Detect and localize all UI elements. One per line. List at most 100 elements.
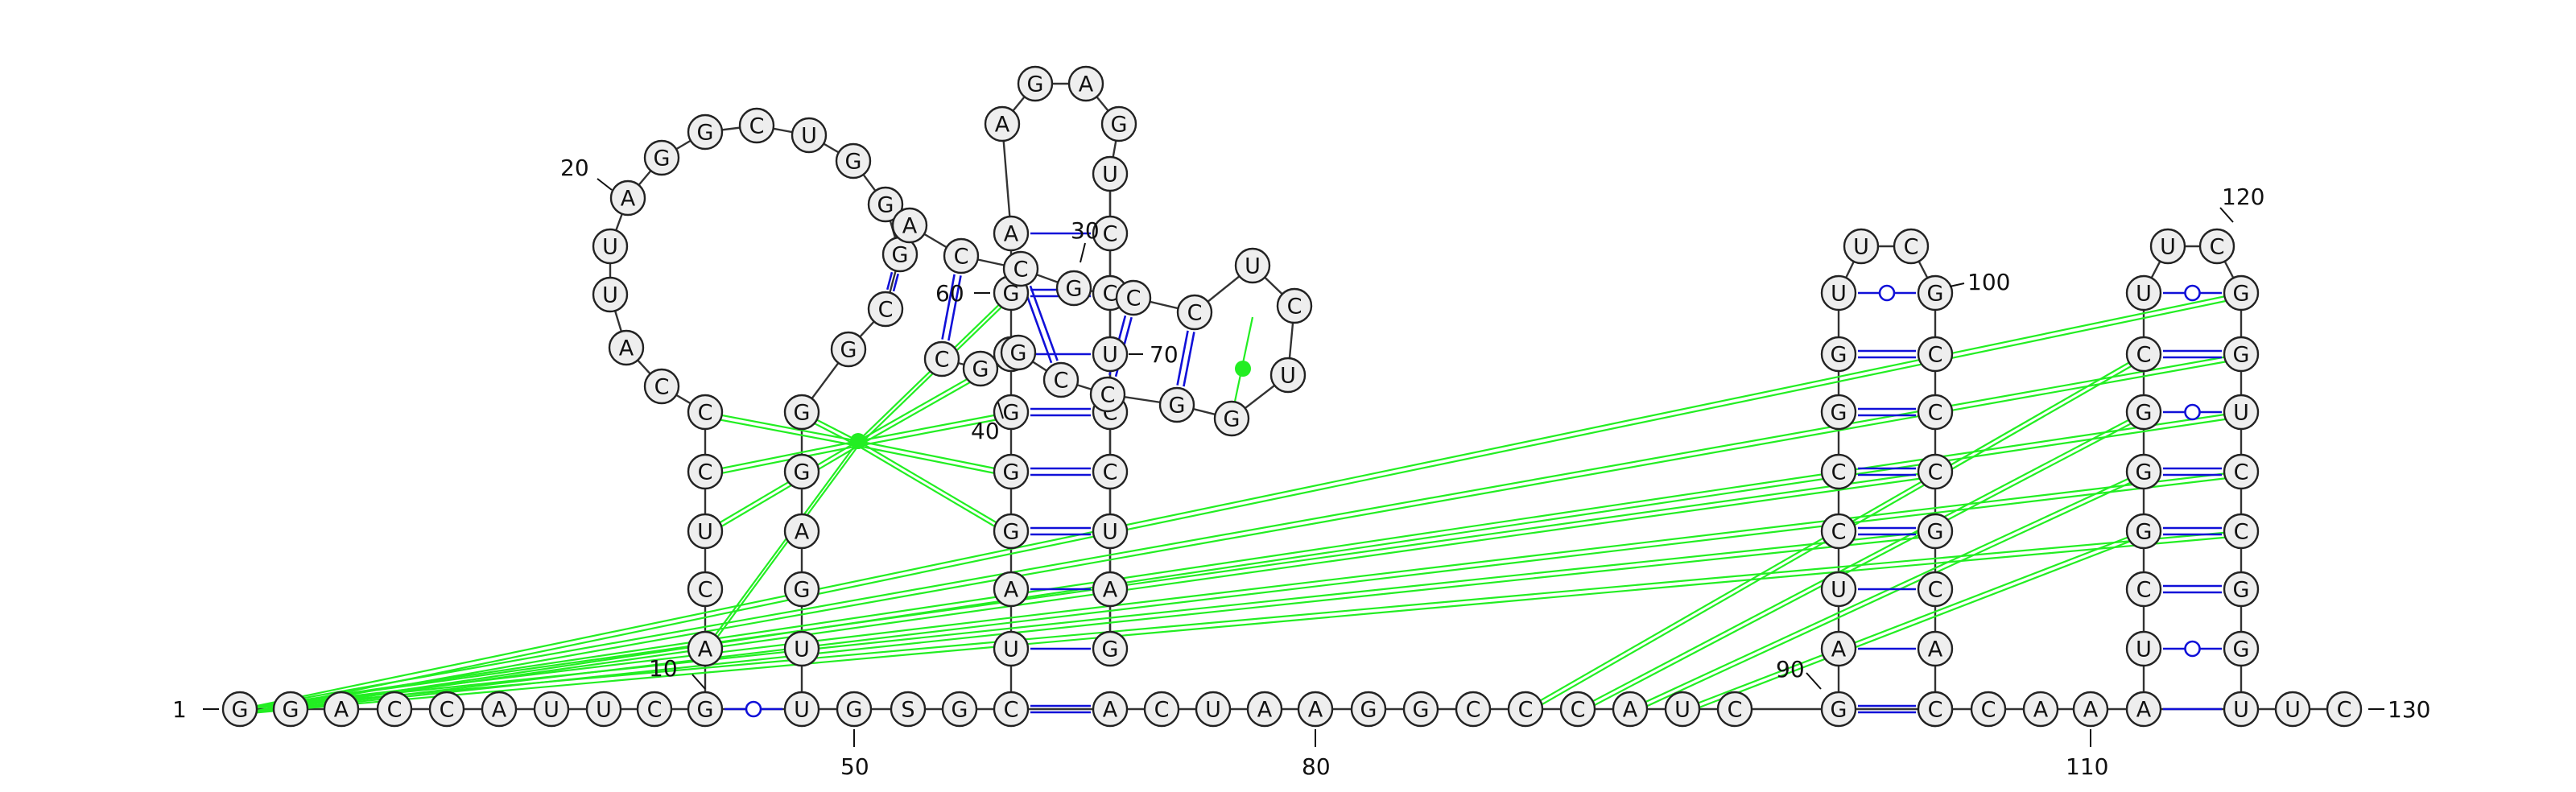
nucleotide-circle: [2125, 630, 2162, 667]
nucleotide-stem3_left-3: C: [1820, 513, 1857, 550]
backbone-hairpin3: [1837, 245, 1937, 294]
nucleotide-letter: C: [1928, 401, 1943, 426]
nucleotide-linker2-3: A: [1246, 691, 1283, 728]
nucleotide-letter: C: [1831, 520, 1847, 545]
nucleotide-letter: S: [901, 698, 914, 723]
nucleotide-circle: [783, 513, 820, 550]
nucleotide-letter: C: [1287, 295, 1302, 320]
nucleotide-letter: U: [1674, 698, 1690, 723]
nucleotide-circle: [687, 571, 724, 608]
nucleotide-circle: [941, 691, 978, 728]
nucleotide-stem1_right-5: U: [783, 691, 820, 728]
nucleotide-letter: U: [794, 637, 810, 662]
nucleotide-letter: A: [1623, 698, 1638, 723]
nucleotide-circle: [783, 630, 820, 667]
nucleotide-extra2-9: U: [1234, 247, 1271, 284]
position-label-80: 80: [1302, 753, 1331, 780]
nucleotide-circle: [1100, 105, 1137, 142]
nucleotide-circle: [608, 329, 645, 366]
nucleotide-letter: A: [902, 214, 918, 239]
tertiary-short-3-b: [1682, 534, 2145, 716]
nucleotide-circle: [891, 207, 928, 244]
nucleotide-stem3_left-6: G: [1820, 336, 1857, 373]
nucleotide-letter: A: [2083, 698, 2099, 723]
nucleotide-tail5-5: A: [481, 691, 518, 728]
nucleotide-circle: [1276, 287, 1313, 324]
nucleotide-circle: [1970, 691, 2007, 728]
nucleotide-circle: [2125, 453, 2162, 490]
nucleotide-letter: G: [1066, 277, 1083, 302]
nucleotide-circle: [1143, 691, 1180, 728]
pair-pseudoknot-1: [941, 274, 956, 340]
nucleotide-linker1-2: G: [941, 691, 978, 728]
nucleotide-letter: G: [2136, 520, 2153, 545]
position-label-30: 30: [1071, 217, 1100, 244]
nucleotide-letter: G: [283, 698, 299, 723]
nucleotide-letter: A: [698, 637, 713, 662]
tertiary-hub-5-b: [857, 444, 1012, 478]
nucleotide-letter: C: [878, 298, 894, 323]
nucleotide-circle: [1092, 513, 1129, 550]
nucleotide-circle: [1067, 65, 1104, 102]
tertiary-short-2: [1629, 471, 2145, 710]
nucleotide-letter: U: [1280, 364, 1296, 389]
nucleotide-letter: G: [972, 357, 989, 382]
nucleotide-letter: U: [2285, 698, 2301, 723]
nucleotide-letter: A: [619, 336, 634, 361]
nucleotide-circle: [923, 340, 960, 377]
nucleotide-linker3-1: A: [2022, 691, 2059, 728]
nucleotide-circle: [592, 228, 629, 265]
position-label-130: 130: [2388, 696, 2430, 723]
nucleotide-letter: C: [2337, 698, 2352, 723]
nucleotide-stem3_right-3: C: [1917, 453, 1954, 490]
nucleotide-circle: [993, 453, 1030, 490]
nucleotide-stem3_right-2: C: [1917, 394, 1954, 431]
nucleotide-letter: C: [1928, 698, 1943, 723]
tertiary-long-3: [241, 470, 2242, 711]
tertiary-hub-1-b: [704, 444, 859, 478]
nucleotide-hairpin3-1: C: [1893, 228, 1930, 265]
nucleotide-letter: U: [602, 283, 618, 308]
nucleotide-hairpin3-0: U: [1843, 228, 1880, 265]
position-label-120: 120: [2222, 184, 2264, 210]
nucleotide-linker2-9: C: [1559, 691, 1596, 728]
nucleotide-linker1-1: S: [890, 691, 927, 728]
position-label-50: 50: [840, 753, 869, 780]
nucleotide-letter: G: [2233, 637, 2250, 662]
nucleotide-circle: [533, 691, 570, 728]
nucleotide-letter: G: [2233, 282, 2250, 307]
nucleotide-stem4_right-4: C: [2223, 513, 2260, 550]
nucleotide-circle: [2274, 691, 2311, 728]
nucleotide-letter: A: [334, 698, 349, 723]
nucleotide-circle: [272, 691, 309, 728]
nucleotide-extra2-10: C: [1176, 294, 1213, 331]
nucleotide-letter: C: [698, 401, 713, 426]
nucleotide-circle: [1455, 691, 1492, 728]
nucleotide-circle: [687, 691, 724, 728]
tertiary-hub-3-b: [704, 445, 859, 654]
nucleotide-circle: [376, 691, 413, 728]
nucleotide-stem1_right-4: U: [783, 630, 820, 667]
nucleotide-circle: [2125, 336, 2162, 373]
tertiary-hub-2: [704, 440, 859, 532]
nucleotide-circle: [636, 691, 673, 728]
nucleotide-letter: C: [1103, 222, 1118, 247]
nucleotide-stem3_left-0: G: [1820, 691, 1857, 728]
nucleotide-circle: [1820, 691, 1857, 728]
nucleotide-letter: U: [2136, 637, 2152, 662]
nucleotide-circle: [1234, 247, 1271, 284]
nucleotide-extra2-2: G: [1000, 334, 1037, 371]
nucleotide-stem4_left-1: U: [2125, 630, 2162, 667]
nucleotide-letter: C: [1831, 460, 1847, 485]
nucleotide-circle: [1820, 394, 1857, 431]
tertiary-hub-1: [704, 439, 859, 473]
tertiary-short-3: [1682, 530, 2145, 711]
nucleotide-letter: G: [1010, 341, 1027, 366]
nucleotide-letter: G: [2136, 401, 2153, 426]
nucleotide-letter: A: [995, 113, 1010, 138]
nucleotide-circle: [1612, 691, 1649, 728]
nucleotide-circle: [1042, 361, 1080, 398]
nucleotide-stem1_left-2: C: [687, 571, 724, 608]
nucleotide-linker2-0: A: [1092, 691, 1129, 728]
nucleotide-stem4_right-7: U: [2223, 691, 2260, 728]
